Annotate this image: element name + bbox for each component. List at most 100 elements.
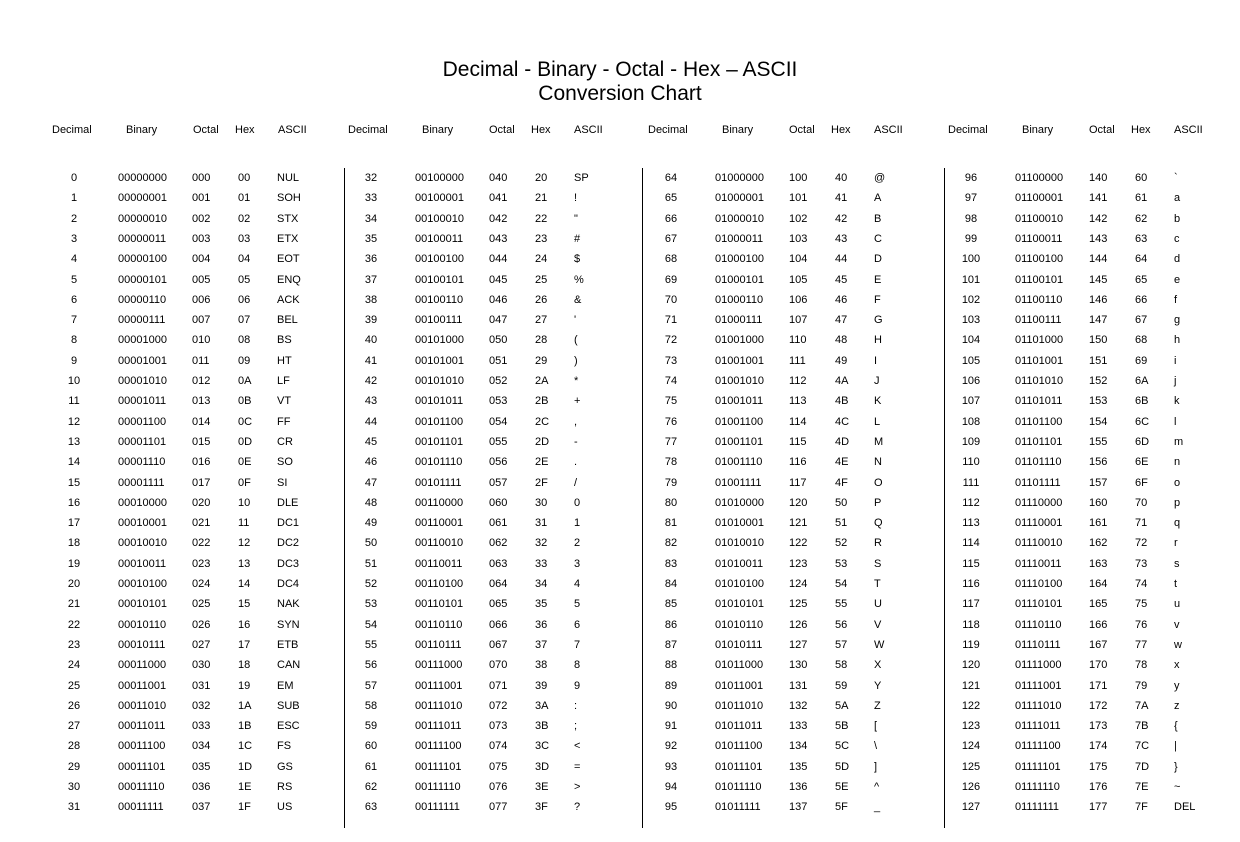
cell-decimal: 25 xyxy=(67,679,81,692)
cell-binary: 01001101 xyxy=(715,435,764,448)
cell-octal: 040 xyxy=(489,172,508,184)
cell-decimal: 37 xyxy=(364,273,378,286)
cell-hex: 62 xyxy=(1135,212,1148,225)
table-row: 80 01010000 120 50 P xyxy=(643,493,949,513)
table-row: 96 01100000 140 60 ` xyxy=(945,168,1240,188)
title-line-2: Conversion Chart xyxy=(538,82,702,105)
cell-binary: 00101111 xyxy=(415,476,462,489)
cell-decimal: 28 xyxy=(67,740,81,753)
cell-binary: 01101101 xyxy=(1015,435,1063,448)
cell-octal: 127 xyxy=(789,638,808,651)
cell-decimal: 112 xyxy=(962,496,980,509)
cell-hex: 44 xyxy=(835,253,848,266)
chart-title: Decimal - Binary - Octal - Hex – ASCII C… xyxy=(0,58,1240,106)
cell-octal: 015 xyxy=(192,435,211,448)
cell-decimal: 64 xyxy=(664,172,678,184)
cell-octal: 130 xyxy=(789,659,808,672)
cell-ascii: HT xyxy=(277,354,292,367)
cell-octal: 070 xyxy=(489,659,508,672)
cell-binary: 00101100 xyxy=(415,415,464,428)
cell-binary: 01100100 xyxy=(1015,253,1064,266)
cell-binary: 01011010 xyxy=(715,699,764,712)
table-row: 37 00100101 045 25% xyxy=(345,270,649,290)
cell-octal: 141 xyxy=(1089,192,1108,205)
cell-hex: 0F xyxy=(238,476,251,489)
cell-ascii: { xyxy=(1174,720,1178,733)
cell-ascii: ESC xyxy=(277,720,300,733)
cell-hex: 15 xyxy=(238,598,251,611)
table-row: 93 01011101 135 5D] xyxy=(643,757,949,777)
cell-octal: 176 xyxy=(1089,781,1108,793)
cell-octal: 066 xyxy=(489,618,508,631)
cell-decimal: 100 xyxy=(961,253,981,266)
table-block-3: 64 01000000 100 40 @65 01000001 101 41 A 66 010000… xyxy=(642,168,949,828)
table-row: 71 01000111 107 47 G xyxy=(643,310,949,330)
cell-decimal: 78 xyxy=(664,456,678,469)
cell-decimal: 102 xyxy=(961,293,981,306)
cell-hex: 46 xyxy=(835,293,848,306)
cell-ascii: $ xyxy=(574,253,581,266)
cell-octal: 152 xyxy=(1089,375,1108,387)
table-row: 126 01111110 176 7E ~ xyxy=(945,777,1240,797)
cell-octal: 032 xyxy=(192,699,211,712)
cell-octal: 172 xyxy=(1089,699,1108,712)
cell-ascii: DC2 xyxy=(277,537,300,550)
cell-hex: 27 xyxy=(535,314,548,327)
table-row: 14 00001110 016 0E SO xyxy=(52,452,348,472)
cell-octal: 132 xyxy=(789,699,808,712)
table-row: 16 00010000 020 10 DLE xyxy=(52,493,348,513)
cell-ascii: y xyxy=(1174,679,1180,692)
table-block-2: 32 00100000 040 20 SP 33 00100001 041 21! 34 00100… xyxy=(344,168,649,828)
cell-ascii: H xyxy=(874,334,882,347)
cell-decimal: 124 xyxy=(961,740,981,753)
cell-octal: 162 xyxy=(1089,537,1108,550)
cell-binary: 01000001 xyxy=(715,192,764,205)
table-row: 56 00111000 070 38 8 xyxy=(345,655,649,675)
cell-binary: 00000100 xyxy=(118,253,167,266)
cell-ascii: - xyxy=(574,435,578,448)
cell-octal: 175 xyxy=(1089,760,1108,773)
cell-binary: 01111001 xyxy=(1015,679,1062,692)
cell-ascii: STX xyxy=(277,212,299,225)
table-row: 61 00111101 075 3D = xyxy=(345,757,649,777)
table-row: 66 01000010 102 42 B xyxy=(643,209,949,229)
cell-octal: 042 xyxy=(489,212,508,225)
cell-binary: 01100101 xyxy=(1015,273,1064,286)
cell-binary: 01010001 xyxy=(715,517,764,530)
cell-binary: 01010010 xyxy=(715,537,764,550)
table-block-1: 0 00000000 000 00 NUL 1 00000001 001 01 SOH 2 00000… xyxy=(52,168,348,828)
cell-ascii: ` xyxy=(1174,172,1178,184)
table-row: 79 01001111 117 4F O xyxy=(643,473,949,493)
cell-hex: 09 xyxy=(238,354,251,367)
cell-hex: 30 xyxy=(535,496,548,509)
cell-hex: 59 xyxy=(835,679,848,692)
cell-octal: 035 xyxy=(192,760,211,773)
table-row: 24 00011000 030 18 CAN xyxy=(52,655,348,675)
cell-hex: 5B xyxy=(835,720,849,733)
table-row: 117 01110101 165 75 u xyxy=(945,594,1240,614)
cell-binary: 00000110 xyxy=(118,293,167,306)
cell-ascii: 6 xyxy=(574,618,581,631)
cell-binary: 01000010 xyxy=(715,212,764,225)
cell-ascii: \ xyxy=(874,740,878,753)
cell-ascii: s xyxy=(1174,557,1180,570)
cell-ascii: o xyxy=(1174,476,1181,489)
table-row: 22 00010110 026 16 SYN xyxy=(52,615,348,635)
cell-octal: 016 xyxy=(192,456,211,469)
cell-octal: 173 xyxy=(1089,720,1108,733)
cell-hex: 4C xyxy=(835,415,850,428)
cell-octal: 071 xyxy=(489,679,508,692)
cell-ascii: US xyxy=(277,801,293,814)
cell-ascii: W xyxy=(874,638,885,651)
cell-decimal: 43 xyxy=(364,395,378,408)
table-row: 112 01110000 160 70 p xyxy=(945,493,1240,513)
cell-hex: 60 xyxy=(1135,172,1148,184)
cell-binary: 00001001 xyxy=(118,354,167,367)
table-row: 9 00001001 011 09 HT xyxy=(52,351,348,371)
cell-decimal: 115 xyxy=(962,557,980,570)
cell-octal: 076 xyxy=(489,781,508,793)
cell-octal: 024 xyxy=(192,578,211,590)
cell-decimal: 106 xyxy=(961,375,981,387)
cell-binary: 01111111 xyxy=(1015,801,1060,814)
cell-ascii: # xyxy=(574,232,581,245)
